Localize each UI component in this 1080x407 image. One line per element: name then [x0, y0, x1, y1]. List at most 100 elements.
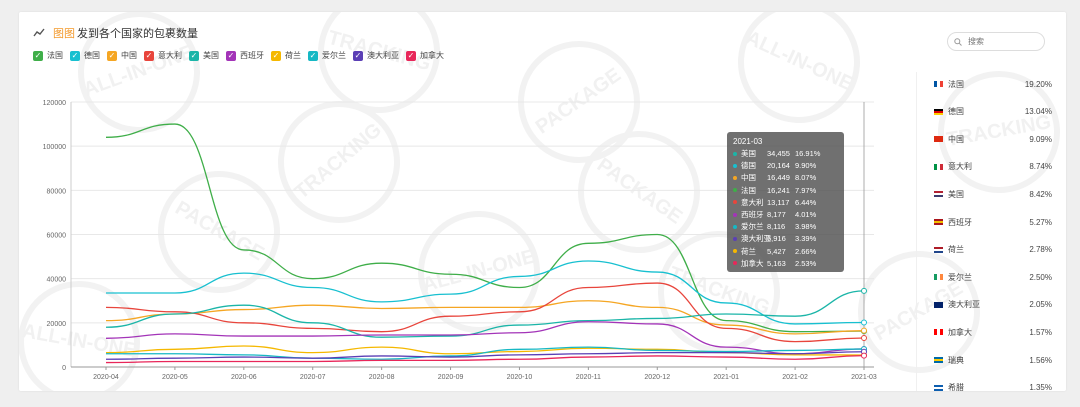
country-pct: 8.74% [1029, 162, 1052, 172]
series-line [106, 260, 865, 325]
checkbox-icon[interactable]: ✓ [226, 50, 236, 61]
series-line [105, 123, 865, 333]
country-row[interactable]: 瑞典 1.56% [924, 346, 1066, 374]
legend-item[interactable]: ✓ 荷兰 [271, 50, 301, 61]
tooltip-row: 西班牙 8,177 4.01% [733, 210, 816, 219]
legend-item[interactable]: ✓ 澳大利亚 [353, 50, 399, 61]
country-name: 法国 [948, 79, 964, 89]
search-icon [954, 37, 962, 46]
series-line [105, 321, 865, 355]
title-highlight: 图图 [53, 28, 75, 40]
country-row[interactable]: 德国 13.04% [924, 98, 1066, 126]
checkbox-icon[interactable]: ✓ [70, 50, 80, 61]
tooltip-country: 加拿大 [741, 258, 764, 268]
legend-item[interactable]: ✓ 西班牙 [226, 50, 264, 61]
legend: ✓ 法国 ✓ 德国 ✓ 中国 ✓ 意大利 ✓ 美国 ✓ 西班牙 ✓ 荷兰 ✓ 爱尔兰 ✓ 澳大利亚 ✓ 加拿大 [33, 50, 451, 61]
series-line [105, 282, 865, 343]
series-line [105, 354, 865, 364]
country-name: 爱尔兰 [948, 272, 972, 282]
data-point [861, 319, 867, 326]
checkbox-icon[interactable]: ✓ [33, 50, 43, 61]
tooltip-date: 2021-03 [733, 137, 763, 146]
country-row[interactable]: 爱尔兰 2.50% [924, 263, 1066, 291]
tooltip-value: 16,241 [767, 185, 790, 195]
country-row[interactable]: 希腊 1.35% [924, 374, 1066, 391]
data-point [861, 335, 867, 342]
tooltip-value: 5,163 [767, 258, 786, 268]
flag-icon [934, 136, 943, 143]
x-tick-label: 2020-06 [231, 374, 257, 381]
x-tick-label: 2020-04 [93, 374, 119, 381]
country-pct: 1.57% [1029, 327, 1052, 337]
country-row[interactable]: 法国 19.20% [924, 70, 1066, 98]
tooltip-row: 荷兰 5,427 2.66% [733, 247, 816, 256]
legend-item[interactable]: ✓ 法国 [33, 50, 63, 61]
checkbox-icon[interactable]: ✓ [271, 50, 281, 61]
checkbox-icon[interactable]: ✓ [353, 50, 363, 61]
legend-item[interactable]: ✓ 美国 [189, 50, 219, 61]
data-point [861, 327, 867, 334]
series-dot-icon [733, 151, 737, 156]
search-input[interactable] [966, 36, 1040, 47]
tooltip-country: 意大利 [741, 197, 764, 207]
checkbox-icon[interactable]: ✓ [189, 50, 199, 61]
flag-icon [934, 246, 943, 253]
legend-item[interactable]: ✓ 德国 [70, 50, 100, 61]
country-row[interactable]: 加拿大 1.57% [924, 318, 1066, 346]
tooltip-pct: 9.90% [795, 161, 817, 171]
legend-label: 加拿大 [420, 51, 444, 60]
checkbox-icon[interactable]: ✓ [107, 50, 117, 61]
tooltip-pct: 16.91% [795, 149, 821, 158]
tooltip-pct: 7.97% [795, 185, 817, 195]
series-dot-icon [733, 212, 737, 217]
legend-item[interactable]: ✓ 爱尔兰 [308, 50, 346, 61]
country-name: 意大利 [948, 162, 972, 172]
y-tick-label: 80000 [47, 188, 67, 195]
tooltip-row: 德国 20,164 9.90% [733, 161, 816, 170]
tooltip-pct: 8.07% [795, 173, 817, 183]
country-pct: 5.27% [1029, 217, 1052, 227]
x-tick-label: 2021-02 [782, 374, 808, 381]
tooltip-row: 法国 16,241 7.97% [733, 186, 816, 195]
tooltip-value: 6,916 [767, 234, 786, 244]
y-tick-label: 20000 [47, 321, 67, 328]
checkbox-icon[interactable]: ✓ [308, 50, 318, 61]
checkbox-icon[interactable]: ✓ [144, 50, 154, 61]
country-row[interactable]: 美国 8.42% [924, 180, 1066, 208]
checkbox-icon[interactable]: ✓ [406, 50, 416, 61]
legend-label: 澳大利亚 [367, 51, 399, 60]
chart-title: 图图 发到各个国家的包裹数量 [33, 25, 198, 41]
series-line [106, 346, 865, 360]
x-tick-label: 2020-11 [576, 374, 601, 381]
data-point [861, 352, 867, 359]
tooltip-country: 西班牙 [741, 210, 764, 219]
series-line [105, 290, 865, 338]
country-pct: 13.04% [1024, 107, 1052, 117]
series-dot-icon [733, 163, 737, 168]
tooltip-pct: 6.44% [795, 197, 817, 207]
tooltip-value: 8,177 [767, 210, 786, 219]
panel-divider [916, 72, 917, 391]
x-tick-label: 2020-05 [162, 374, 188, 381]
country-row[interactable]: 西班牙 5.27% [924, 208, 1066, 236]
tooltip-row: 爱尔兰 8,116 3.98% [733, 222, 816, 231]
search-box[interactable] [947, 32, 1045, 51]
country-pct: 2.50% [1029, 272, 1052, 282]
country-row[interactable]: 中国 9.09% [924, 125, 1066, 153]
tooltip: 2021-03 美国 34,455 16.91% 德国 20,164 9.90% 中国 16,… [727, 132, 844, 272]
y-tick-label: 120000 [43, 100, 66, 107]
trend-icon [33, 28, 45, 37]
tooltip-country: 中国 [741, 173, 756, 183]
legend-item[interactable]: ✓ 意大利 [144, 50, 182, 61]
tooltip-row: 加拿大 5,163 2.53% [733, 259, 816, 268]
flag-icon [934, 301, 943, 308]
legend-item[interactable]: ✓ 加拿大 [406, 50, 444, 61]
country-row[interactable]: 意大利 8.74% [924, 153, 1066, 181]
country-pct: 1.35% [1029, 383, 1052, 391]
country-row[interactable]: 澳大利亚 2.05% [924, 291, 1066, 319]
tooltip-row: 意大利 13,117 6.44% [733, 198, 816, 207]
tooltip-row: 澳大利亚 6,916 3.39% [733, 234, 816, 243]
country-pct: 1.56% [1029, 355, 1052, 365]
legend-item[interactable]: ✓ 中国 [107, 50, 137, 61]
country-row[interactable]: 荷兰 2.78% [924, 236, 1066, 264]
